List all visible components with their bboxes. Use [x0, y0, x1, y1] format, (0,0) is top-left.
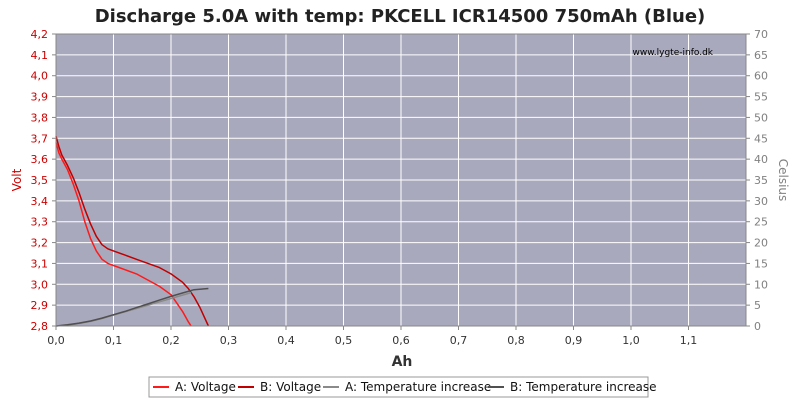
y-tick-label: 3,6: [31, 153, 49, 166]
y2-tick-label: 0: [754, 320, 761, 333]
x-tick-label: 0,9: [565, 334, 583, 347]
y-tick-label: 3,3: [31, 216, 49, 229]
series-layer: [55, 135, 210, 327]
y-tick-label: 2,9: [31, 299, 49, 312]
series-line-4: [55, 287, 209, 327]
y2-tick-label: 30: [754, 195, 768, 208]
legend-label-a-temp: A: Temperature increase: [345, 380, 491, 394]
x-tick-label: 1,0: [622, 334, 640, 347]
y-tick-label: 3,8: [31, 111, 49, 124]
y-tick-label: 2,8: [31, 320, 49, 333]
x-tick-label: 0,1: [105, 334, 123, 347]
y-tick-label: 3,5: [31, 174, 49, 187]
y2-tick-label: 35: [754, 174, 768, 187]
y2-tick-label: 5: [754, 299, 761, 312]
x-tick-label: 0,3: [220, 334, 238, 347]
x-tick-label: 1,1: [680, 334, 698, 347]
y-tick-label: 3,9: [31, 91, 49, 104]
y2-axis-ticks: 0 5 10 15 20 25 30 35 40 45 50 55 60 65 70: [746, 28, 768, 333]
y-tick-label: 3,4: [31, 195, 49, 208]
y-tick-label: 3,2: [31, 237, 49, 250]
series-line-1: [55, 142, 192, 327]
grid: [56, 34, 746, 326]
legend-box: [148, 376, 649, 398]
watermark: www.lygte-info.dk: [633, 48, 714, 58]
y-tick-label: 4,2: [31, 28, 49, 41]
y2-tick-label: 40: [754, 153, 768, 166]
y2-tick-label: 60: [754, 70, 768, 83]
y-axis-label: Volt: [10, 168, 24, 191]
legend-label-a-voltage: A: Voltage: [175, 380, 236, 394]
y-tick-label: 3,0: [31, 278, 49, 291]
x-tick-label: 0,0: [47, 334, 65, 347]
y-axis-ticks: 2,8 2,9 3,0 3,1 3,2 3,3 3,4 3,5 3,6 3,7 3,8 3,9 4,0 4…: [31, 28, 56, 333]
y2-tick-label: 25: [754, 216, 768, 229]
y2-axis-label: Celsius: [776, 159, 790, 202]
x-tick-label: 0,7: [450, 334, 468, 347]
x-tick-label: 0,4: [277, 334, 295, 347]
x-axis-ticks: 0,0 0,1 0,2 0,3 0,4 0,5 0,6 0,7 0,8 0,9 1,0 1,1: [47, 326, 697, 347]
y2-tick-label: 70: [754, 28, 768, 41]
x-axis-label: Ah: [392, 354, 413, 370]
x-tick-label: 0,8: [507, 334, 525, 347]
y-tick-label: 3,1: [31, 257, 49, 270]
y2-tick-label: 15: [754, 257, 768, 270]
y2-tick-label: 55: [754, 91, 768, 104]
x-tick-label: 0,5: [335, 334, 353, 347]
x-tick-label: 0,6: [392, 334, 410, 347]
y2-tick-label: 50: [754, 111, 768, 124]
legend-label-b-voltage: B: Voltage: [260, 380, 321, 394]
legend-label-b-temp: B: Temperature increase: [510, 380, 657, 394]
y2-tick-label: 10: [754, 278, 768, 291]
y-tick-label: 3,7: [31, 132, 49, 145]
legend: A: Voltage B: Voltage A: Temperature inc…: [148, 376, 657, 398]
chart-title: Discharge 5.0A with temp: PKCELL ICR1450…: [95, 6, 706, 27]
y-tick-label: 4,0: [31, 70, 49, 83]
y2-tick-label: 65: [754, 49, 768, 62]
y-tick-label: 4,1: [31, 49, 49, 62]
y2-tick-label: 45: [754, 132, 768, 145]
x-tick-label: 0,2: [162, 334, 180, 347]
y2-tick-label: 20: [754, 237, 768, 250]
